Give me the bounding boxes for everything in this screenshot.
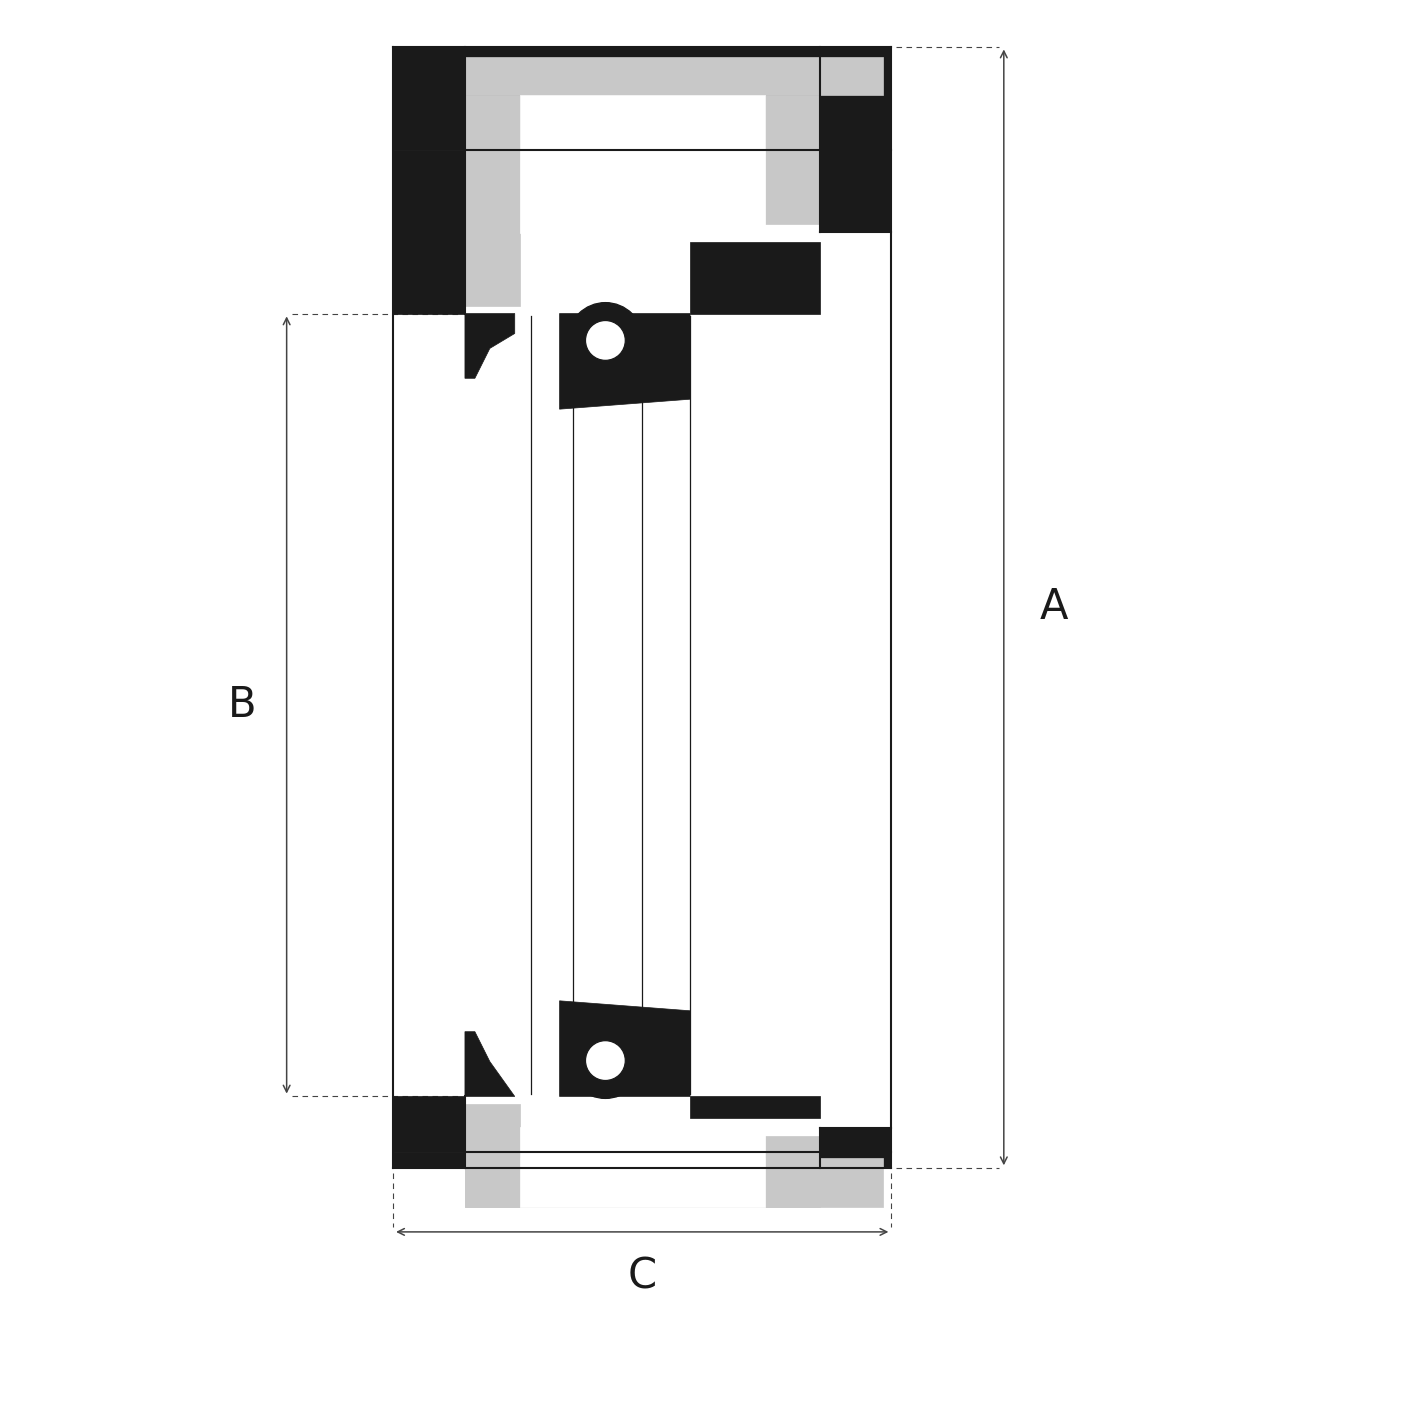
Text: C: C [627,1256,657,1298]
Circle shape [568,302,643,378]
Polygon shape [465,96,520,305]
Polygon shape [465,1032,515,1097]
Polygon shape [690,242,820,314]
Polygon shape [765,1136,820,1206]
Text: B: B [228,683,256,725]
Circle shape [568,1022,643,1098]
Polygon shape [465,1104,520,1206]
Polygon shape [520,96,765,233]
Polygon shape [820,1128,891,1153]
Polygon shape [394,150,465,314]
Text: A: A [1039,586,1069,628]
Polygon shape [520,1128,765,1206]
Circle shape [585,321,626,360]
Polygon shape [394,46,891,150]
Polygon shape [465,56,883,96]
Polygon shape [560,314,690,409]
Polygon shape [820,150,891,232]
Polygon shape [765,96,820,224]
Polygon shape [560,1001,690,1097]
Polygon shape [465,1159,883,1206]
Polygon shape [394,1153,891,1168]
Polygon shape [465,314,515,378]
Polygon shape [394,1097,465,1153]
Circle shape [585,1040,626,1080]
Polygon shape [690,1097,820,1118]
